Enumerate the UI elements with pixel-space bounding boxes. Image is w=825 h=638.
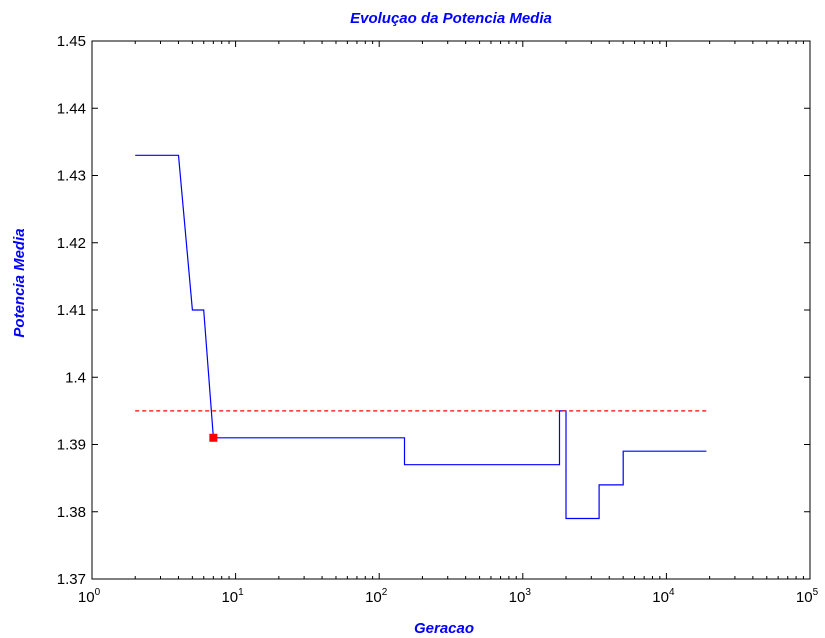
best-point-marker: [209, 433, 218, 442]
y-tick-label: 1.43: [57, 168, 86, 185]
plot-area: [91, 40, 811, 580]
y-axis-label: Potencia Media: [11, 228, 28, 337]
y-tick-label: 1.38: [57, 504, 86, 521]
x-tick-label: 100: [78, 587, 101, 606]
series-layer: [135, 154, 707, 520]
x-tick-label: 101: [221, 587, 244, 606]
x-tick-label: 104: [652, 587, 675, 606]
x-axis-label: Geracao: [414, 620, 474, 637]
potencia-media-line: [135, 154, 707, 520]
y-tick-label: 1.45: [57, 33, 86, 50]
y-tick-label: 1.4: [65, 369, 86, 386]
y-tick-label: 1.37: [57, 571, 86, 588]
y-tick-label: 1.39: [57, 437, 86, 454]
x-tick-label: 102: [365, 587, 388, 606]
x-tick-label: 105: [796, 587, 819, 606]
y-tick-label: 1.41: [57, 302, 86, 319]
y-tick-label: 1.44: [57, 100, 86, 117]
axis-ticks: 100 101 102 103 104 105 1.37 1.38 1.39 1.4 1.41 1.4…: [57, 33, 819, 606]
y-tick-label: 1.42: [57, 235, 86, 252]
chart-title: Evoluçao da Potencia Media: [350, 10, 552, 27]
x-tick-label: 103: [509, 587, 532, 606]
